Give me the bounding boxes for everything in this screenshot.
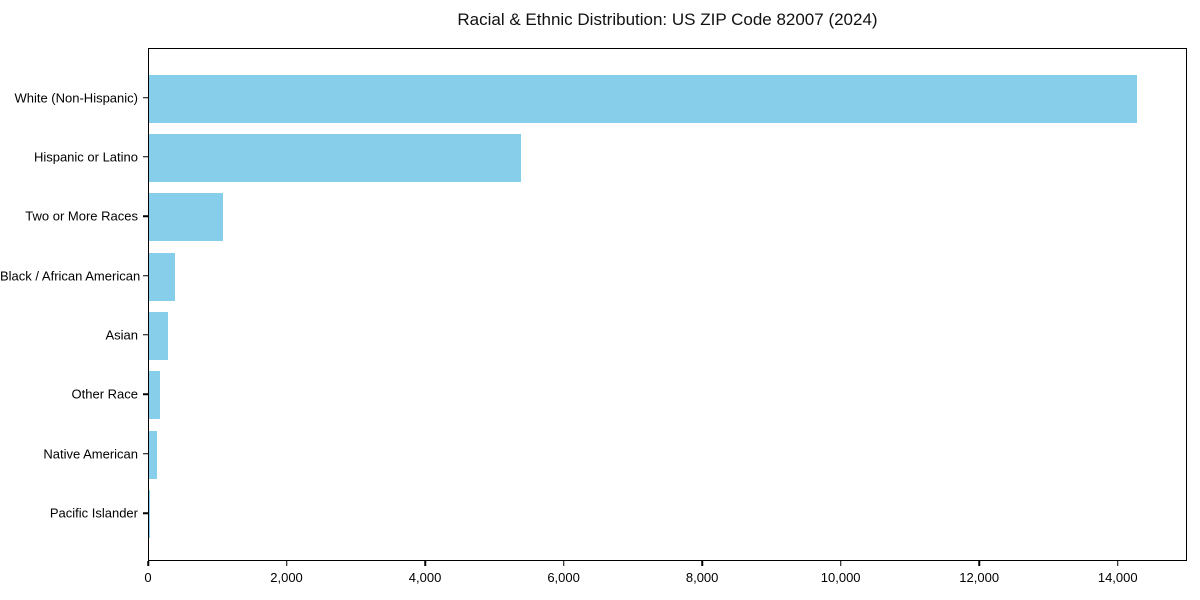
x-tick-label: 0	[144, 570, 152, 585]
y-tick-mark	[143, 393, 148, 396]
plot-area	[148, 48, 1187, 561]
y-tick-mark	[143, 274, 148, 277]
x-tick-label: 6,000	[547, 570, 580, 585]
x-tick-label: 4,000	[408, 570, 442, 585]
x-tick-mark	[1116, 561, 1119, 566]
x-tick-label: 2,000	[270, 570, 303, 585]
bar-5	[149, 371, 161, 420]
y-tick-mark	[143, 452, 148, 455]
y-tick-label: Two or More Races	[25, 208, 138, 224]
x-tick-label: 12,000	[959, 570, 1000, 585]
y-tick-mark	[143, 512, 148, 514]
x-tick-label: 14,000	[1097, 570, 1138, 585]
bar-4	[149, 311, 168, 360]
bar-1	[149, 133, 522, 182]
y-tick-label: Hispanic or Latino	[33, 149, 138, 165]
x-tick-mark	[424, 561, 426, 566]
x-tick-mark	[839, 561, 842, 566]
bar-7	[149, 490, 151, 539]
x-tick-label: 8,000	[685, 570, 719, 585]
bar-6	[149, 430, 157, 479]
y-tick-label: Other Race	[71, 386, 138, 402]
x-tick-mark	[701, 561, 703, 566]
x-tick-mark	[285, 561, 288, 566]
y-tick-label: White (Non-Hispanic)	[14, 90, 138, 105]
x-tick-mark	[978, 561, 980, 566]
y-tick-mark	[143, 215, 148, 217]
bar-3	[149, 252, 176, 301]
x-tick-mark	[562, 561, 565, 566]
bar-2	[149, 193, 223, 242]
y-tick-label: Black / African American	[0, 268, 141, 284]
bar-0	[149, 74, 1137, 123]
y-tick-mark	[143, 334, 148, 336]
y-tick-mark	[143, 156, 148, 158]
y-tick-label: Pacific Islander	[49, 505, 138, 521]
x-tick-mark	[147, 561, 149, 566]
y-tick-mark	[143, 96, 148, 99]
x-tick-label: 10,000	[820, 570, 861, 585]
chart-title: Racial & Ethnic Distribution: US ZIP Cod…	[457, 10, 878, 29]
y-tick-label: Asian	[105, 327, 138, 343]
y-tick-label: Native American	[43, 446, 138, 462]
